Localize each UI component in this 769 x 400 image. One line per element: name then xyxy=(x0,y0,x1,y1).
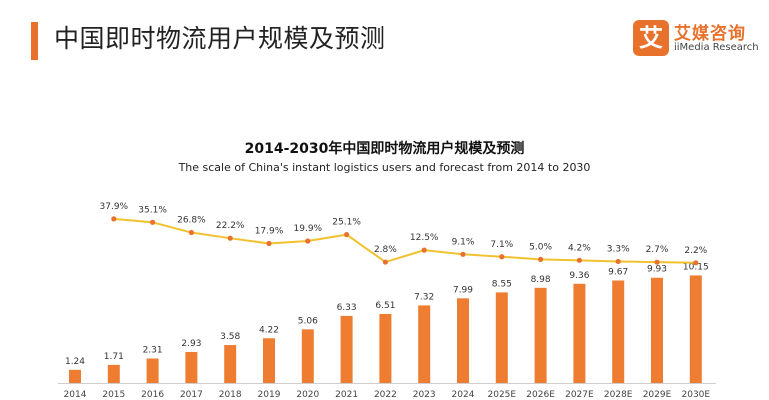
line-point xyxy=(693,260,699,266)
bar xyxy=(340,315,353,383)
x-tick-label: 2029E xyxy=(643,390,672,400)
line-point xyxy=(344,232,350,238)
bar xyxy=(418,305,431,383)
bar-value-label: 8.55 xyxy=(492,279,512,289)
line-point xyxy=(615,258,621,265)
bar-value-label: 3.58 xyxy=(220,332,240,342)
bar-value-label: 9.93 xyxy=(647,265,667,275)
x-tick-label: 2020 xyxy=(296,390,319,400)
bar-value-label: 2.93 xyxy=(181,339,201,349)
x-tick-label: 2022 xyxy=(374,390,397,400)
line-point xyxy=(111,216,117,222)
line-point xyxy=(654,259,660,265)
bar-value-label: 9.67 xyxy=(608,267,628,277)
bar xyxy=(107,364,120,383)
x-tick-label: 2017 xyxy=(180,390,203,400)
x-tick-label: 2015 xyxy=(102,390,125,400)
chart-subtitle: The scale of China's instant logistics u… xyxy=(178,161,591,174)
line-value-label: 12.5% xyxy=(410,233,439,243)
brand-name-en: iiMedia Research xyxy=(674,42,759,53)
bar xyxy=(224,345,237,383)
bar xyxy=(185,351,198,383)
line-point xyxy=(576,257,583,263)
x-tick-label: 2024 xyxy=(452,390,475,400)
line-value-label: 26.8% xyxy=(177,216,206,226)
bar xyxy=(612,280,625,383)
line-value-label: 5.0% xyxy=(529,242,552,252)
x-tick-label: 2021 xyxy=(335,390,358,400)
line-point xyxy=(382,259,388,265)
line-point xyxy=(266,240,272,247)
line-point xyxy=(188,229,194,236)
x-tick-label: 2025E xyxy=(488,390,517,400)
title-accent-bar xyxy=(31,22,38,60)
line-value-label: 22.2% xyxy=(216,221,245,231)
bar xyxy=(689,275,702,383)
brand-mark-icon: 艾 xyxy=(633,20,669,56)
chart-title: 2014-2030年中国即时物流用户规模及预测 xyxy=(244,141,525,157)
bar-value-label: 4.22 xyxy=(259,325,279,335)
bar xyxy=(69,369,81,383)
line-value-label: 25.1% xyxy=(332,218,361,228)
bar-value-label: 1.24 xyxy=(65,357,85,367)
line-value-label: 2.2% xyxy=(684,246,707,256)
bar xyxy=(573,283,586,383)
line-value-label: 37.9% xyxy=(100,202,129,212)
page-title: 中国即时物流用户规模及预测 xyxy=(54,24,386,53)
bar xyxy=(301,329,314,383)
line-value-label: 7.1% xyxy=(490,240,513,250)
bar-value-label: 10.15 xyxy=(683,262,709,272)
bar-value-label: 1.71 xyxy=(104,352,124,362)
x-tick-label: 2030E xyxy=(682,390,711,400)
line-value-label: 9.1% xyxy=(452,237,475,247)
line-point xyxy=(421,247,427,253)
bar-value-label: 9.36 xyxy=(569,271,589,281)
line-value-label: 17.9% xyxy=(255,226,284,236)
x-tick-label: 2027E xyxy=(565,390,594,400)
line-value-label: 35.1% xyxy=(138,205,167,215)
x-tick-label: 2018 xyxy=(219,390,242,400)
line-point xyxy=(460,251,466,257)
bar-value-label: 8.98 xyxy=(531,275,551,285)
line-value-label: 4.2% xyxy=(568,243,591,253)
bar-value-label: 5.06 xyxy=(298,316,318,326)
brand-logo: 艾 艾媒咨询 iiMedia Research xyxy=(633,20,763,60)
line-point xyxy=(150,219,156,225)
x-tick-label: 2014 xyxy=(64,390,87,400)
bar xyxy=(651,277,663,383)
line-point xyxy=(305,238,311,244)
bar xyxy=(457,298,469,383)
bar xyxy=(379,313,392,383)
x-tick-label: 2023 xyxy=(413,390,436,400)
x-tick-label: 2019 xyxy=(258,390,281,400)
bar xyxy=(263,338,275,383)
line-value-label: 19.9% xyxy=(294,224,323,234)
line-point xyxy=(538,256,544,262)
bar-value-label: 7.32 xyxy=(414,292,434,302)
bar xyxy=(495,292,508,383)
x-tick-label: 2016 xyxy=(141,390,164,400)
line-value-label: 3.3% xyxy=(607,244,630,254)
growth-rate-line xyxy=(113,217,696,264)
line-point xyxy=(227,235,233,241)
bar-value-label: 6.33 xyxy=(337,303,357,313)
bar-value-label: 6.51 xyxy=(375,301,395,311)
x-tick-label: 2028E xyxy=(604,390,633,400)
bar-value-label: 2.31 xyxy=(143,346,163,356)
line-value-label: 2.7% xyxy=(646,245,669,255)
line-value-label: 2.8% xyxy=(374,245,397,255)
x-tick-label: 2026E xyxy=(526,390,555,400)
line-point xyxy=(499,254,505,260)
bar xyxy=(534,287,547,383)
bar-value-label: 7.99 xyxy=(453,285,473,295)
bar xyxy=(146,358,159,383)
brand-name-cn: 艾媒咨询 xyxy=(674,24,746,44)
